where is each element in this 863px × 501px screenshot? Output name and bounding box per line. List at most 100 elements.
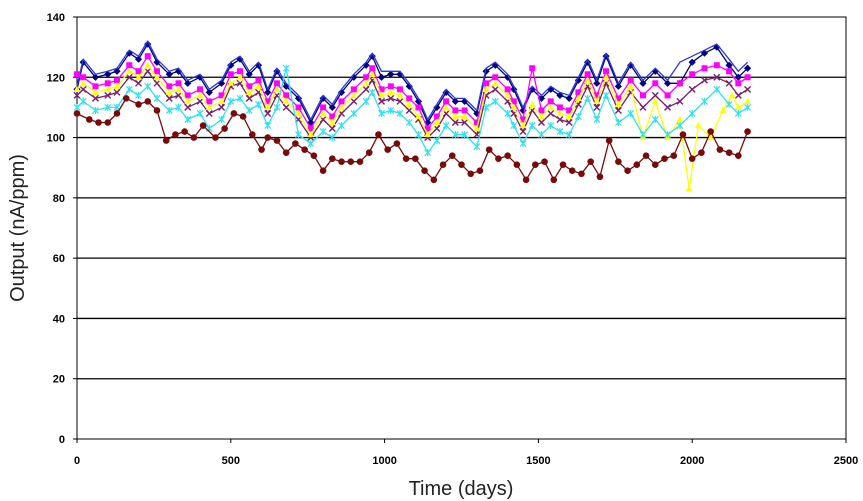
series-7-point — [735, 152, 742, 159]
series-3-point — [135, 68, 142, 75]
series-7-point — [458, 161, 465, 168]
series-4-point — [451, 119, 459, 126]
series-1-point — [205, 88, 213, 96]
series-3-point — [218, 92, 225, 99]
series-5-point — [153, 73, 161, 80]
series-7-point — [642, 152, 650, 159]
series-5-point — [328, 118, 336, 126]
series-6-point — [236, 94, 244, 102]
series-1-point — [245, 70, 253, 78]
series-6-point — [614, 119, 622, 126]
grid-lines — [77, 76, 846, 380]
y-tick-label: 40 — [53, 313, 65, 325]
series-4-point — [79, 85, 87, 93]
series-6-point — [368, 88, 376, 96]
series-3-point — [639, 92, 646, 99]
series-3-point — [701, 65, 708, 72]
series-5-point — [556, 109, 564, 117]
series-7-point — [430, 176, 438, 184]
series-4-point — [153, 79, 161, 87]
x-axis-ticks: 0 500 1000 1500 2000 2500 — [74, 439, 858, 467]
series-7-point — [513, 161, 521, 168]
x-tick-label: 2500 — [834, 455, 858, 467]
series-2 — [76, 40, 749, 121]
series-4-point — [396, 97, 404, 105]
series-5-point — [744, 97, 751, 104]
series-1-point — [153, 58, 161, 66]
series-5-point — [196, 91, 204, 98]
y-tick-label: 140 — [47, 12, 65, 24]
series-4-point — [701, 76, 708, 84]
series-5-point — [79, 79, 87, 86]
series-4-point — [144, 67, 152, 75]
series-3-point — [473, 119, 480, 126]
series-group — [73, 40, 752, 192]
series-6-point — [104, 103, 112, 111]
series-4-point — [104, 91, 112, 99]
series-5-point — [651, 97, 659, 104]
series-3-point — [283, 92, 290, 99]
series-4-point — [196, 97, 204, 105]
series-6-point — [424, 149, 432, 157]
series-7-point — [356, 158, 364, 165]
x-tick-label: 1000 — [372, 455, 396, 467]
series-6-point — [144, 82, 152, 90]
series-7-point — [292, 140, 299, 147]
series-3-point — [575, 89, 582, 96]
series-3-point — [461, 107, 468, 114]
series-7-point — [698, 149, 705, 156]
series-3-point — [295, 104, 302, 111]
series-1-point — [593, 79, 601, 87]
series-3-point — [713, 62, 720, 69]
series-6-point — [165, 106, 173, 114]
series-4-point — [614, 106, 622, 114]
series-7-point — [578, 170, 585, 178]
series-4-point — [205, 109, 213, 117]
series-3-point — [593, 92, 600, 99]
series-7-point — [651, 161, 659, 168]
series-7-point — [95, 119, 102, 126]
series-3-point — [153, 68, 160, 75]
series-5-point — [273, 85, 281, 92]
series-4-point — [73, 91, 81, 99]
series-5-point — [227, 79, 235, 86]
series-4-point — [184, 103, 192, 111]
series-5-point — [593, 97, 601, 104]
series-4-point — [165, 94, 173, 102]
series-4-point — [491, 85, 499, 93]
series-6-point — [519, 140, 527, 148]
series-5-point — [415, 112, 422, 120]
series-7-point — [221, 125, 228, 132]
series-7-point — [73, 110, 81, 117]
series-6-point — [688, 109, 696, 117]
series-6-point — [461, 131, 469, 139]
series-5-point — [104, 85, 112, 92]
series-5-point — [245, 88, 253, 95]
series-6-point — [387, 106, 395, 114]
series-7-point — [162, 137, 170, 144]
series-6-point — [482, 103, 490, 111]
series-4-point — [245, 94, 253, 102]
series-6-point — [556, 128, 564, 136]
series-5-point — [538, 112, 545, 120]
series-5-point — [144, 61, 152, 68]
series-1-point — [627, 61, 635, 69]
series-3-point — [369, 65, 376, 72]
series-2-line — [76, 40, 749, 121]
series-3 — [74, 53, 751, 132]
series-5-point — [350, 91, 358, 98]
series-5-point — [676, 115, 684, 123]
series-3-point — [689, 71, 696, 78]
series-4-point — [593, 103, 601, 111]
series-7-point — [190, 134, 198, 141]
series-5-point — [73, 85, 81, 92]
series-3-point — [556, 104, 563, 111]
series-5-point — [236, 73, 244, 80]
series-5-point — [264, 103, 272, 111]
series-7-point — [559, 161, 567, 168]
series-4-point — [556, 115, 564, 123]
x-axis-title: Time (days) — [409, 478, 514, 500]
series-5-point — [295, 109, 302, 117]
series-7-point — [688, 155, 696, 162]
series-3-point — [206, 98, 213, 105]
